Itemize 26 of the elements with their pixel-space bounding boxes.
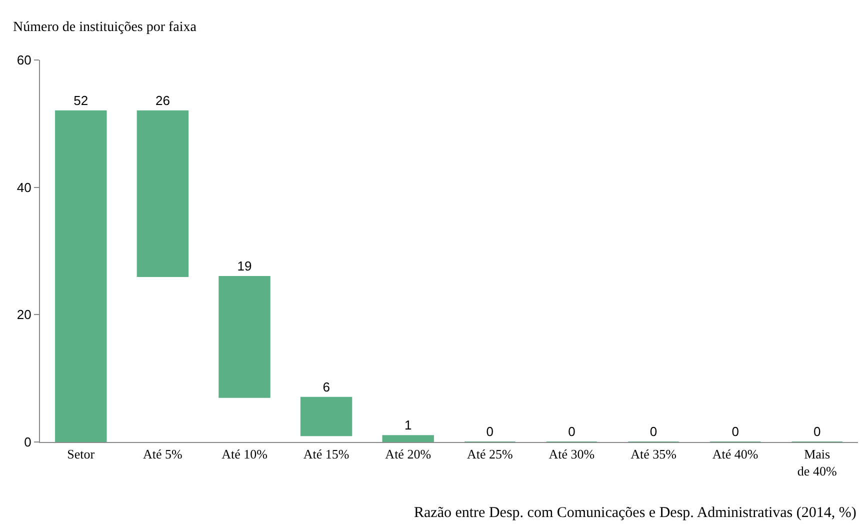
data-label: 0 — [568, 424, 576, 439]
x-tick-label: Setor — [67, 446, 96, 462]
x-tick-label: Até 15% — [303, 446, 350, 462]
y-tick-label: 40 — [16, 180, 32, 195]
data-label: 0 — [650, 424, 658, 439]
data-label: 0 — [813, 424, 821, 439]
x-tick-label: Até 25% — [466, 446, 513, 462]
data-label: 1 — [404, 418, 412, 433]
x-tick-label: Até 35% — [630, 446, 677, 462]
data-label: 0 — [486, 424, 494, 439]
data-label: 19 — [237, 258, 252, 274]
data-label: 0 — [732, 424, 739, 439]
x-axis-title: Razão entre Desp. com Comunicações e Desp. Administrativas (2014, %) — [414, 505, 856, 521]
x-tick-label: Até 40% — [712, 446, 758, 462]
x-tick-label: Até 10% — [222, 446, 268, 462]
data-label: 26 — [155, 92, 170, 108]
data-label: 52 — [74, 92, 88, 108]
y-axis-title: Número de instituições por faixa — [13, 20, 198, 35]
x-tick-label: Até 20% — [385, 446, 432, 462]
data-label: 6 — [322, 379, 330, 394]
y-tick-label: 60 — [16, 52, 32, 68]
y-tick-label: 0 — [24, 434, 32, 450]
y-tick-label: 20 — [16, 307, 32, 322]
x-tick-label: Até 5% — [143, 446, 183, 462]
x-tick-label: Mais de 40% — [797, 446, 837, 478]
x-tick-label: Até 30% — [548, 446, 595, 462]
